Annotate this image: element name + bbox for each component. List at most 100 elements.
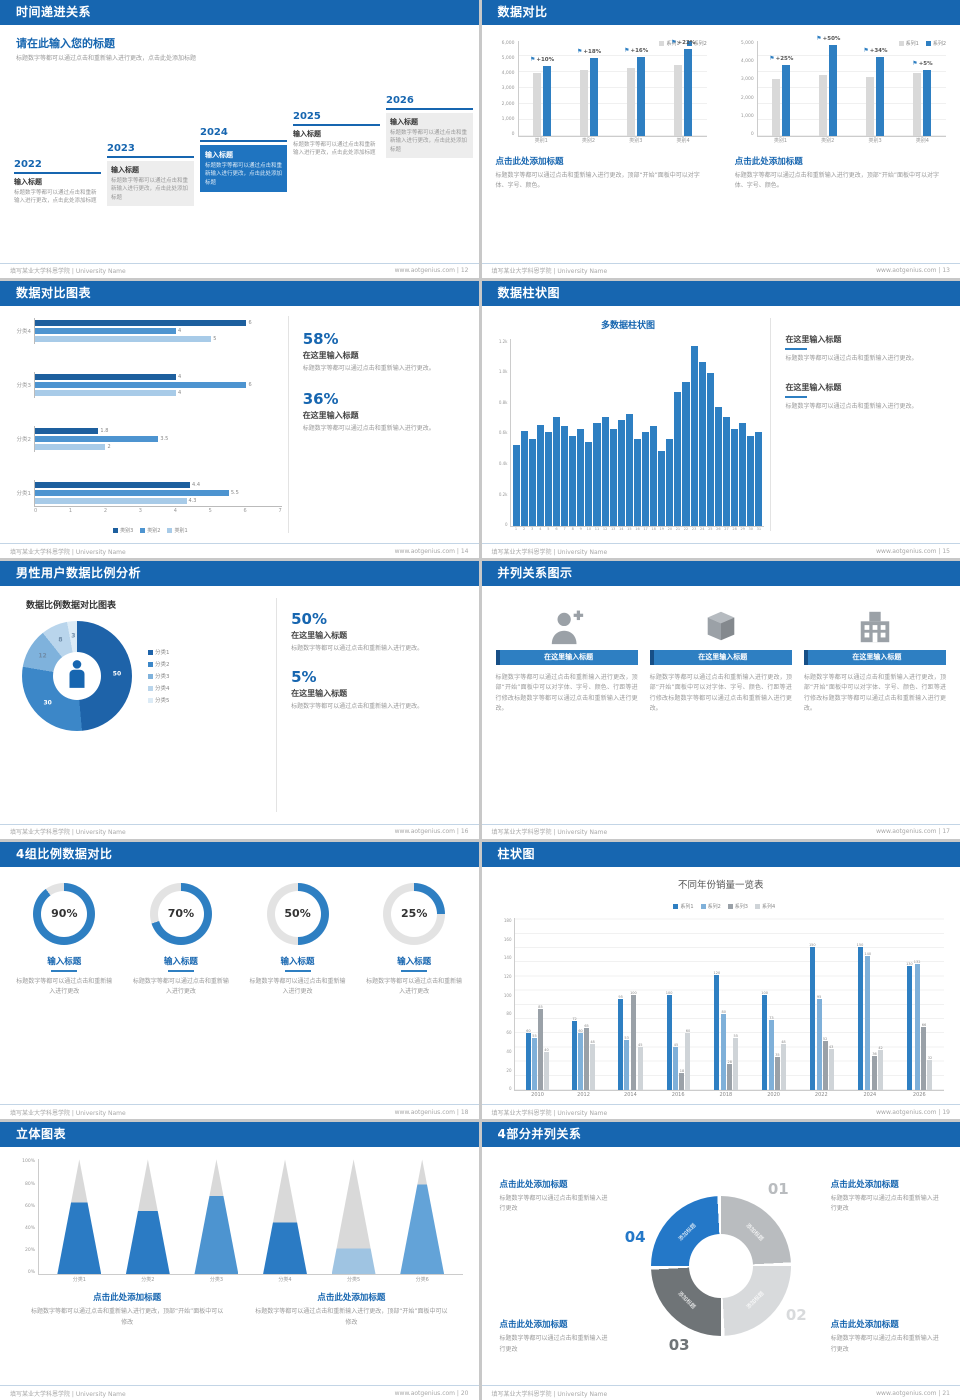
y-tick-label: 0: [511, 131, 515, 137]
slide-footer: 填写某业大学科恩学院 | University Name www.aotgeni…: [0, 1385, 479, 1400]
slide-parallel-items[interactable]: 并列关系图示 在这里输入标题 标题数字等都可以通过点击和重新输入进行更改，顶部“…: [481, 561, 960, 839]
wheel-number: 01: [767, 1180, 789, 1199]
block-title: 在这里输入标题: [785, 382, 842, 392]
bar-column: 24: [698, 339, 706, 531]
hbar-line: 4: [35, 373, 282, 380]
stat-percent: 50%: [291, 610, 327, 629]
bar-with-label: 60: [685, 918, 691, 1091]
slide-data-compare[interactable]: 数据对比 系列1系列26,0005,0004,0003,0002,0001,00…: [481, 0, 960, 278]
bar: [714, 407, 722, 527]
legend-swatch: [148, 661, 153, 667]
footer-university: 填写某业大学科恩学院 | University Name: [491, 1109, 608, 1117]
caption-block: 点击此处添加标题 标题数字等都可以通过点击和重新输入进行更改: [831, 1318, 942, 1354]
footer-site-page: www.aotgenius.com | 18: [394, 1108, 469, 1116]
bar: [822, 1040, 828, 1091]
bar-with-label: 40: [544, 918, 550, 1091]
bar: [921, 1027, 927, 1091]
legend-label: 类别2: [147, 528, 161, 535]
bar-series2: [829, 44, 838, 136]
x-tick-label: 16: [635, 527, 640, 532]
bar-with-label: 48: [590, 918, 596, 1091]
x-tick-label: 28: [732, 527, 737, 532]
cone: [400, 1159, 445, 1275]
hbar-line: 4.3: [35, 498, 282, 505]
bar-with-label: 45: [637, 918, 643, 1091]
ring-percent: 70%: [167, 907, 195, 921]
bar-value: 32: [927, 1055, 933, 1060]
bar-group: 100 45 18 60 2016: [666, 918, 691, 1098]
slide-cone-chart[interactable]: 立体图表 100% 80% 60% 40% 20% 0% 分类1 分类2 分类3 分类4 分类5 分…: [0, 1122, 479, 1400]
slide-donut-analysis[interactable]: 男性用户数据比例分析 数据比例数据对比图表 50 30 12 8 3 分类1 分类2 分: [0, 561, 479, 839]
bar-with-label: 55: [733, 918, 739, 1091]
slide-four-part-wheel[interactable]: 4部分并列关系 点击此处添加标题 标题数字等都可以通过点击和重新输入进行更改 点击此…: [481, 1122, 960, 1400]
bar-series2: [637, 56, 646, 136]
bar: [780, 1044, 786, 1091]
wheel-number: 02: [785, 1306, 807, 1325]
timeline-year: 2023: [107, 143, 135, 154]
percent-text: +34%: [869, 48, 888, 55]
y-tick-label: 1.2k: [498, 338, 508, 344]
bar: [590, 1044, 596, 1091]
hbar-line: 4.4: [35, 482, 282, 489]
bar-group: 130 132 66 32 2026: [906, 918, 933, 1098]
cube-icon: [702, 604, 740, 650]
legend-item: 类别1: [167, 527, 188, 534]
bar-column: 8: [569, 339, 577, 531]
accent-underline: [167, 969, 194, 972]
y-tick-label: 120: [503, 973, 512, 979]
x-tick-label: 6: [555, 527, 558, 532]
bar-value: 36: [872, 1051, 877, 1056]
plot-area: ⚑+10% ⚑+18% ⚑+16% ⚑+22%: [517, 39, 707, 137]
slide-ratio-rings[interactable]: 4组比例数据对比 90% 输入标题 标题数字等都可以通过点击和重新输入进行更改 70%…: [0, 841, 479, 1120]
bar-column: 21: [674, 339, 682, 531]
pie-value-label: 12: [38, 652, 47, 660]
cone: [331, 1159, 376, 1275]
timeline-step: 2022 输入标题 标题数字等都可以通过点击和重新输入进行更改，点击此处添加标题: [14, 159, 101, 206]
timeline-step-text: 标题数字等都可以通过点击和重新输入进行更改，点击此处添加标题: [205, 163, 283, 186]
bar-column: 9: [577, 339, 585, 531]
bar-value: 100: [630, 990, 637, 995]
footer-university: 填写某业大学科恩学院 | University Name: [10, 829, 126, 837]
bar-value: 120: [713, 971, 721, 976]
slide-multi-bar[interactable]: 数据柱状图 多数据柱状图 1.2k 1.0k 0.8k 0.6k 0.4k 0.2k 0 1…: [481, 280, 960, 559]
slide-grouped-bar[interactable]: 柱状图 不同年份销量一览表 系列1 系列2 系列3 系列4 180 160 140 120 1…: [481, 841, 960, 1120]
flag-icon: ⚑: [529, 56, 536, 64]
bar-value: 4.3: [188, 498, 197, 505]
bar-value: 3.5: [160, 435, 169, 442]
y-tick-label: 0: [508, 1086, 512, 1092]
caption-block: 点击此处添加标题 标题数字等都可以通过点击和重新输入进行更改，顶部“开始”面板中可…: [254, 1291, 448, 1327]
bar: [733, 1037, 739, 1091]
x-tick-label: 26: [716, 527, 721, 532]
slide-hbar-compare[interactable]: 数据对比图表 分类4 6 4 5 分类3 4 6 4 分类2 1.8 3.5 2 分类1 4.4 5.5 4.…: [0, 280, 479, 559]
slide-footer: 填写某业大学科恩学院 | University Name www.aotgeni…: [481, 823, 960, 839]
bar-value: 42: [878, 1046, 883, 1051]
pie-value-label: 8: [58, 636, 63, 644]
bar-with-label: 52: [822, 918, 828, 1091]
legend-label: 分类2: [155, 662, 170, 669]
bar: [618, 999, 624, 1091]
x-tick-label: 5: [208, 508, 212, 515]
bar-group: 95 53 100 45 2014: [618, 918, 643, 1098]
x-tick-label: 22: [683, 527, 689, 532]
slide-footer: 填写某业大学科恩学院 | University Name www.aotgeni…: [0, 1104, 479, 1119]
bar-value: 60: [685, 1028, 691, 1033]
timeline-underline: [293, 124, 380, 126]
timeline-step: 2026 输入标题 标题数字等都可以通过点击和重新输入进行更改，点击此处添加标题: [386, 95, 473, 158]
timeline-underline: [386, 108, 473, 110]
legend-swatch: [700, 903, 706, 909]
bar-value: 48: [781, 1040, 786, 1045]
bar-column: 6: [552, 339, 561, 531]
y-axis: 5,000 4,000 3,000 2,000 1,000 0: [735, 41, 757, 137]
y-tick-label: 0.8k: [498, 399, 508, 405]
male-person-icon: [64, 659, 90, 693]
footer-university: 填写某业大学科恩学院 | University Name: [10, 268, 126, 276]
bar: [727, 1063, 733, 1091]
bar-percent-label: ⚑+22%: [671, 39, 695, 46]
legend-item: 分类4: [148, 684, 170, 692]
x-category-label: 分类4: [278, 1277, 292, 1284]
x-category-label: 2014: [624, 1092, 637, 1099]
slide-time-progression[interactable]: 时间递进关系 请在此输入您的标题 标题数字等都可以通过点击和重新输入进行更改，点…: [0, 0, 479, 278]
bar-column: 12: [601, 339, 609, 531]
bar-column: 19: [658, 339, 666, 531]
bar-value: 28: [727, 1059, 732, 1064]
